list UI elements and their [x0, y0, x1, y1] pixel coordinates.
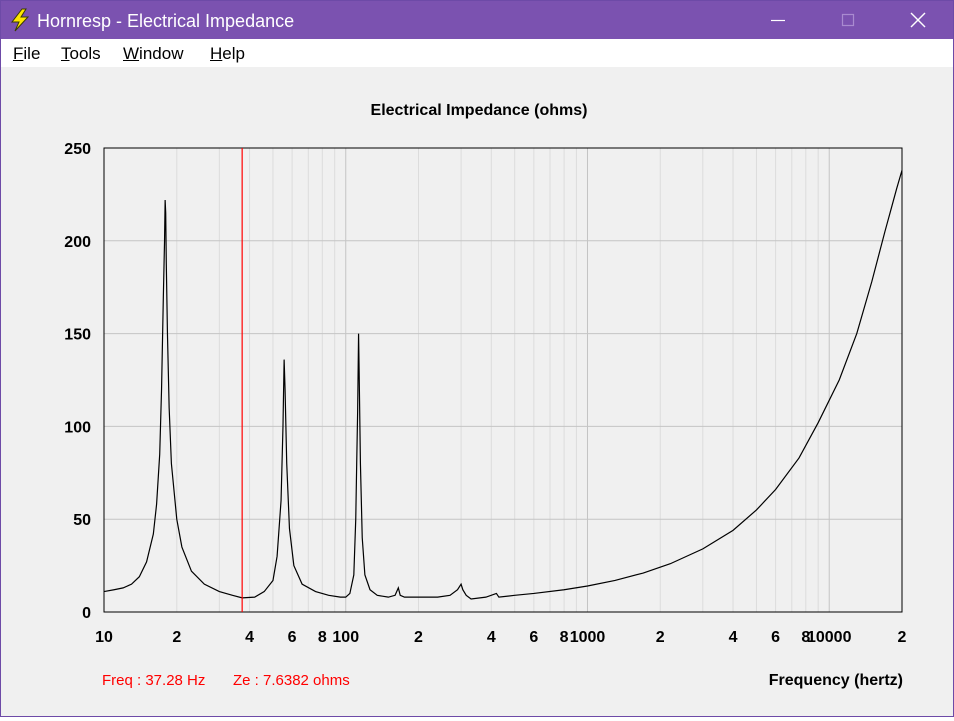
plot-area[interactable]: Electrical Impedance (ohms) 0 50 100 150 200…	[1, 67, 953, 716]
x-tick-label: 10	[95, 629, 113, 646]
menu-help[interactable]: Help	[210, 44, 245, 63]
y-tick-label: 100	[64, 419, 91, 436]
x-tick-label: 8	[560, 629, 569, 646]
y-tick-label: 200	[64, 234, 91, 251]
minimize-button[interactable]	[756, 1, 800, 39]
lightning-bolt-icon	[10, 8, 30, 32]
x-tick-label: 6	[288, 629, 297, 646]
x-tick-label: 2	[656, 629, 665, 646]
x-tick-label: 2	[898, 629, 907, 646]
menu-file[interactable]: File	[13, 44, 41, 63]
x-tick-label: 8	[801, 629, 810, 646]
y-tick-label: 0	[82, 605, 91, 622]
impedance-chart[interactable]: Electrical Impedance (ohms) 0 50 100 150 200…	[1, 67, 953, 716]
x-tick-label: 6	[771, 629, 780, 646]
x-tick-label: 2	[172, 629, 181, 646]
ze-readout: Ze : 7.6382 ohms	[233, 672, 350, 689]
y-tick-labels: 0 50 100 150 200 250	[64, 141, 91, 622]
grid-lines	[103, 147, 903, 613]
x-tick-label: 4	[729, 629, 738, 646]
menu-tools[interactable]: Tools	[61, 44, 101, 63]
impedance-curve	[103, 170, 903, 600]
x-tick-label: 100	[332, 629, 359, 646]
y-tick-label: 50	[73, 512, 91, 529]
plot-frame	[103, 147, 903, 613]
freq-readout: Freq : 37.28 Hz	[102, 672, 205, 689]
x-axis-label: Frequency (hertz)	[769, 672, 903, 689]
x-tick-label: 10000	[807, 629, 852, 646]
window-title: Hornresp - Electrical Impedance	[37, 11, 295, 31]
menu-window[interactable]: Window	[123, 44, 184, 63]
y-tick-label: 150	[64, 327, 91, 344]
menu-bar: File Tools Window Help	[1, 39, 953, 67]
x-tick-label: 4	[487, 629, 496, 646]
maximize-button[interactable]	[826, 1, 870, 39]
close-button[interactable]	[896, 1, 940, 39]
x-tick-label: 4	[245, 629, 254, 646]
y-tick-label: 250	[64, 141, 91, 158]
minimize-icon	[771, 19, 785, 22]
maximize-icon	[841, 13, 855, 27]
x-tick-label: 1000	[570, 629, 606, 646]
chart-title: Electrical Impedance (ohms)	[371, 102, 588, 119]
title-bar[interactable]: Hornresp - Electrical Impedance	[1, 1, 953, 39]
x-tick-label: 8	[318, 629, 327, 646]
x-tick-label: 6	[529, 629, 538, 646]
x-tick-label: 2	[414, 629, 423, 646]
close-icon	[910, 12, 926, 28]
